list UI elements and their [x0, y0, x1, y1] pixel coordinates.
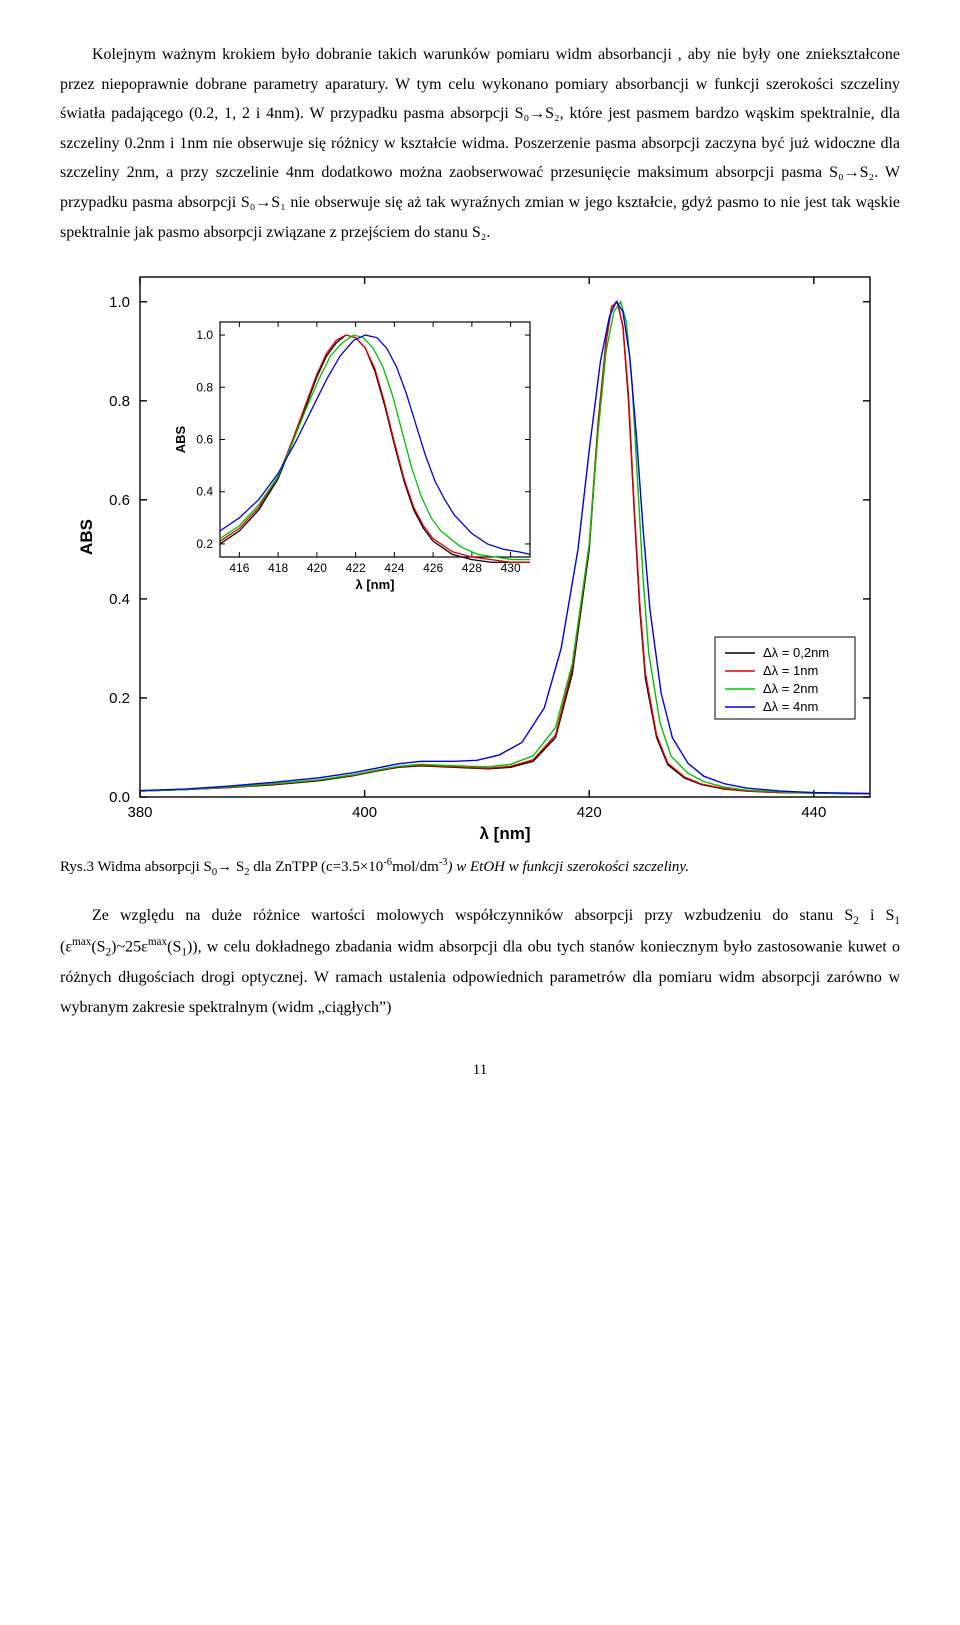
svg-text:λ [nm]: λ [nm]	[480, 824, 531, 843]
paragraph-1: Kolejnym ważnym krokiem było dobranie ta…	[60, 40, 900, 247]
svg-text:0.8: 0.8	[196, 380, 213, 394]
svg-text:0.2: 0.2	[196, 537, 213, 551]
svg-text:0.6: 0.6	[196, 433, 213, 447]
svg-text:428: 428	[462, 561, 482, 575]
svg-text:416: 416	[229, 561, 249, 575]
svg-text:ABS: ABS	[77, 519, 96, 555]
svg-text:440: 440	[801, 804, 826, 821]
svg-text:0.0: 0.0	[109, 789, 130, 806]
svg-text:422: 422	[346, 561, 366, 575]
figure-caption: Rys.3 Widma absorpcji S0→ S2 dla ZnTPP (…	[60, 856, 900, 881]
cap-mid: dla ZnTPP (c=3.5×10	[249, 859, 383, 875]
svg-text:0.6: 0.6	[109, 492, 130, 509]
svg-text:Δλ = 2nm: Δλ = 2nm	[763, 681, 818, 696]
cap-italic: ) w EtOH w funkcji szerokości szczeliny.	[447, 859, 689, 875]
p2b: i S	[859, 907, 895, 924]
p2g: )), w celu dokładnego zbadania widm abso…	[60, 938, 900, 1016]
svg-text:420: 420	[577, 804, 602, 821]
svg-text:Δλ = 0,2nm: Δλ = 0,2nm	[763, 645, 829, 660]
svg-text:0.4: 0.4	[109, 591, 130, 608]
svg-text:400: 400	[352, 804, 377, 821]
svg-text:420: 420	[307, 561, 327, 575]
p2a: Ze względu na duże różnice wartości molo…	[92, 907, 853, 924]
svg-text:ABS: ABS	[173, 426, 188, 454]
cap-sup1: -6	[383, 857, 392, 868]
p2f: (S	[167, 938, 181, 955]
p2e: )~25ε	[111, 938, 148, 955]
cap-arrow: → S	[217, 859, 244, 875]
svg-text:430: 430	[501, 561, 521, 575]
p2d: (S	[91, 938, 105, 955]
svg-text:380: 380	[127, 804, 152, 821]
svg-text:1.0: 1.0	[109, 294, 130, 311]
svg-text:Δλ = 4nm: Δλ = 4nm	[763, 699, 818, 714]
svg-text:418: 418	[268, 561, 288, 575]
cap-a: Rys.3 Widma absorpcji S	[60, 859, 212, 875]
page-number: 11	[60, 1062, 900, 1079]
absorption-chart: 380 400 420 440 0.0 0.2 0.4 0.6 0.8 1.0 λ [nm] ABS Δ…	[70, 262, 890, 852]
svg-text:λ [nm]: λ [nm]	[356, 577, 395, 592]
svg-text:0.8: 0.8	[109, 393, 130, 410]
paragraph-2: Ze względu na duże różnice wartości molo…	[60, 901, 900, 1022]
svg-text:426: 426	[423, 561, 443, 575]
p2c: (ε	[60, 938, 72, 955]
svg-text:0.2: 0.2	[109, 690, 130, 707]
svg-text:Δλ = 1nm: Δλ = 1nm	[763, 663, 818, 678]
svg-text:0.4: 0.4	[196, 485, 213, 499]
svg-text:1.0: 1.0	[196, 328, 213, 342]
cap-mid2: mol/dm	[392, 859, 439, 875]
svg-text:424: 424	[384, 561, 404, 575]
